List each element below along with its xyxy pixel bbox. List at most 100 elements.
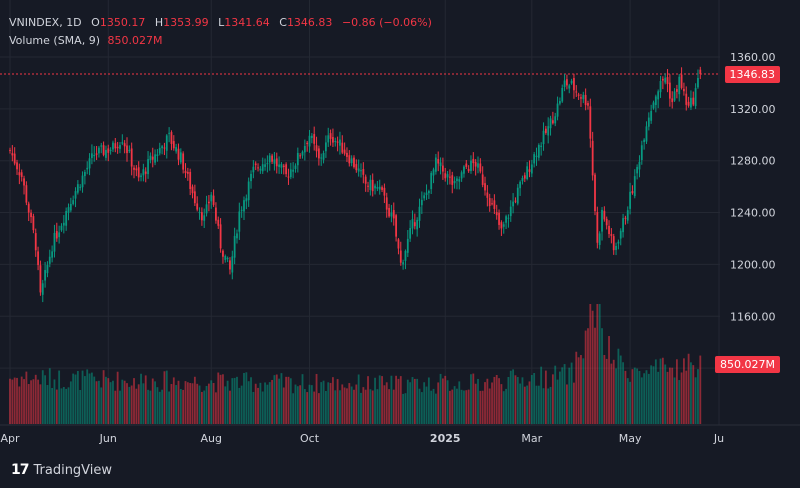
- candle-body: [594, 174, 596, 212]
- candle-body: [537, 145, 540, 158]
- volume-bar: [20, 376, 23, 424]
- volume-bar: [226, 380, 229, 424]
- candle-body: [163, 147, 166, 149]
- volume-bar: [149, 390, 152, 424]
- candle-body: [149, 155, 152, 161]
- volume-bar: [549, 386, 552, 424]
- volume-bar: [95, 381, 98, 424]
- candle-body: [236, 233, 238, 239]
- tradingview-branding[interactable]: 17 TradingView: [11, 462, 112, 478]
- volume-bar: [652, 366, 655, 424]
- candle-body: [250, 173, 252, 182]
- low-value: 1341.64: [224, 16, 270, 29]
- volume-bar: [437, 382, 440, 424]
- volume-bar: [633, 367, 636, 424]
- volume-bar: [343, 387, 346, 424]
- volume-bar: [523, 386, 526, 424]
- symbol-name[interactable]: VNINDEX: [9, 16, 60, 29]
- volume-bar: [596, 304, 599, 424]
- interval[interactable]: 1D: [66, 16, 82, 29]
- volume-bar: [179, 388, 182, 424]
- volume-bar: [177, 380, 180, 424]
- price-axis[interactable]: 1360.00 1320.00 1280.00 1240.00 1200.00 1160.…: [730, 51, 776, 375]
- candle-body: [619, 230, 622, 239]
- candle-body: [650, 111, 653, 121]
- volume-bar: [453, 386, 456, 424]
- volume-bar: [374, 377, 376, 424]
- volume-bar: [570, 362, 573, 424]
- candle-body: [470, 160, 472, 171]
- volume-bar: [86, 369, 89, 424]
- candle-body: [383, 187, 386, 196]
- volume-bar: [65, 388, 68, 424]
- candle-body: [350, 158, 353, 164]
- volume-bar: [231, 378, 234, 424]
- candle-body: [224, 255, 227, 260]
- time-axis[interactable]: Apr Jun Aug Oct 2025 Mar May Ju: [0, 432, 724, 445]
- volume-bar: [233, 377, 236, 424]
- candle-body: [507, 217, 510, 219]
- candle-body: [172, 141, 175, 149]
- volume-bar: [325, 390, 327, 424]
- high-label: H: [154, 16, 164, 29]
- volume-bar: [577, 357, 580, 424]
- volume-bar: [364, 389, 367, 424]
- candle-body: [151, 156, 154, 160]
- volume-bar: [411, 377, 414, 424]
- candle-body: [34, 233, 37, 251]
- volume-bar: [236, 376, 238, 424]
- candle-body: [561, 87, 564, 102]
- candle-body: [683, 88, 685, 92]
- candle-body: [119, 145, 121, 149]
- candle-body: [488, 198, 491, 207]
- volume-bar: [647, 373, 650, 424]
- candle-body: [367, 185, 369, 187]
- volume-bar: [196, 383, 199, 424]
- candle-body: [432, 169, 435, 176]
- candle-body: [271, 155, 273, 162]
- volume-bar: [280, 373, 283, 424]
- volume-bar: [48, 368, 51, 424]
- candle-body: [495, 212, 498, 216]
- candle-body: [93, 154, 96, 157]
- candle-body: [231, 256, 234, 273]
- volume-bar: [392, 389, 395, 424]
- volume-bar: [208, 383, 210, 424]
- candle-body: [41, 283, 44, 295]
- price-tick-label: 1320.00: [730, 103, 776, 116]
- volume-bar: [605, 358, 608, 424]
- volume-bar: [126, 383, 128, 424]
- candle-body: [339, 139, 341, 146]
- volume-bar: [294, 384, 297, 424]
- candle-body: [205, 204, 208, 214]
- candle-body: [615, 245, 617, 250]
- candle-body: [20, 172, 23, 177]
- time-tick-label: May: [619, 432, 642, 445]
- volume-bar: [46, 385, 49, 424]
- candle-body: [215, 207, 217, 221]
- candle-body: [521, 177, 524, 182]
- candle-body: [629, 191, 631, 209]
- time-tick-label: Aug: [200, 432, 221, 445]
- candle-body: [556, 103, 559, 117]
- volume-bar: [112, 380, 114, 424]
- volume-bar: [416, 378, 419, 424]
- volume-bar: [217, 372, 220, 424]
- candle-body: [98, 147, 100, 154]
- volume-bar: [568, 367, 571, 424]
- candle-body: [161, 146, 163, 149]
- volume-bar: [376, 389, 379, 424]
- candle-body: [128, 149, 131, 152]
- volume-bar: [41, 370, 44, 424]
- volume-indicator-label[interactable]: Volume (SMA, 9): [9, 34, 100, 47]
- candle-body: [247, 181, 250, 201]
- candle-body: [325, 142, 327, 152]
- candle-body: [680, 74, 683, 88]
- volume-bar: [554, 365, 557, 424]
- candle-body: [233, 235, 236, 258]
- candle-body: [165, 135, 168, 151]
- volume-bar: [303, 389, 306, 424]
- candle-body: [509, 206, 512, 217]
- candle-body: [69, 203, 72, 211]
